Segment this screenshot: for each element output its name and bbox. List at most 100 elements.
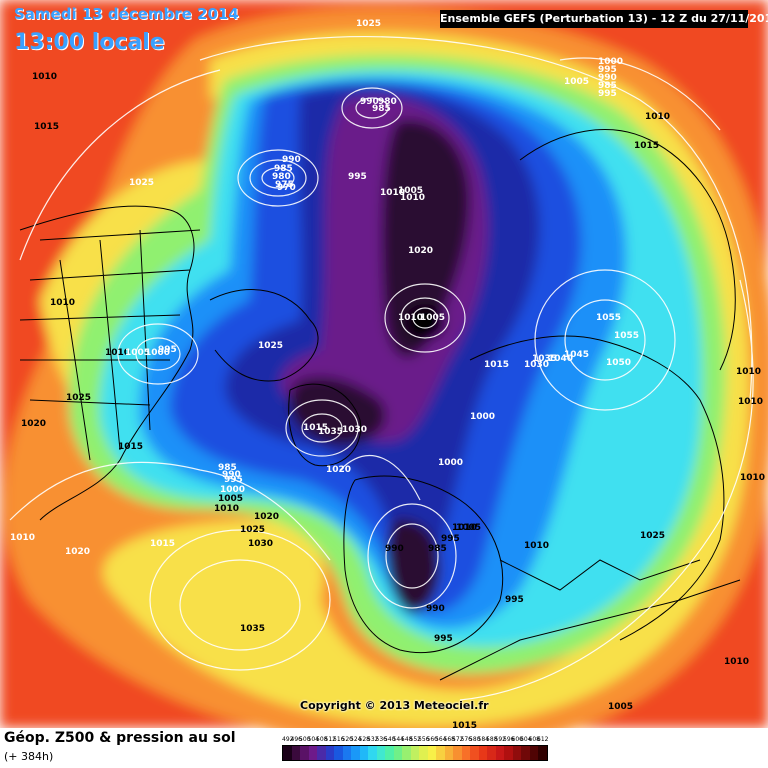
pressure-label: 990 xyxy=(360,97,379,107)
legend-bar xyxy=(282,745,548,761)
legend-swatch xyxy=(308,746,317,760)
pressure-label: 1015 xyxy=(34,122,59,132)
pressure-label: 1035 xyxy=(318,427,343,437)
legend-swatch xyxy=(359,746,368,760)
legend-swatch xyxy=(487,746,496,760)
legend-swatch xyxy=(300,746,309,760)
pressure-label: 1010 xyxy=(738,397,763,407)
legend-value: 608 xyxy=(528,736,540,743)
pressure-label: 1005 xyxy=(398,186,423,196)
pressure-label: 1015 xyxy=(484,360,509,370)
legend-value: 524 xyxy=(350,736,362,743)
pressure-label: 1000 xyxy=(470,412,495,422)
pressure-label: 1010 xyxy=(105,348,130,358)
legend-value: 496 xyxy=(290,736,302,743)
pressure-label: 1015 xyxy=(303,423,328,433)
pressure-label: 990 xyxy=(282,155,301,165)
model-run-info: Ensemble GEFS (Perturbation 13) - 12 Z d… xyxy=(440,10,768,28)
legend-swatch xyxy=(351,746,360,760)
legend-value: 520 xyxy=(341,736,353,743)
pressure-labels: 1025101010151025101010251020101510101005… xyxy=(10,19,765,728)
legend-swatch xyxy=(342,746,351,760)
legend-value: 552 xyxy=(409,736,421,743)
legend-value: 532 xyxy=(367,736,379,743)
pressure-label: 1010 xyxy=(10,533,35,543)
pressure-label: 1045 xyxy=(564,350,589,360)
legend-value: 548 xyxy=(401,736,413,743)
pressure-label: 1015 xyxy=(452,721,477,728)
pressure-label: 1020 xyxy=(326,465,351,475)
pressure-label: 1015 xyxy=(150,539,175,549)
legend-swatch xyxy=(419,746,428,760)
pressure-label: 990 xyxy=(222,470,241,480)
color-legend: 492 496 500 504 508 512 516 520 524 528 532 536 540 5… xyxy=(282,736,548,761)
pressure-label: 1005 xyxy=(420,313,445,323)
legend-value: 588 xyxy=(486,736,498,743)
legend-value: 504 xyxy=(307,736,319,743)
legend-swatch xyxy=(512,746,521,760)
legend-value: 584 xyxy=(477,736,489,743)
pressure-label: 1010 xyxy=(724,657,749,667)
pressure-label: 1010 xyxy=(740,473,765,483)
pressure-label: 1025 xyxy=(356,19,381,29)
legend-swatch xyxy=(385,746,394,760)
pressure-label: 995 xyxy=(434,634,453,644)
pressure-label: 990 xyxy=(385,544,404,554)
pressure-label: 995 xyxy=(441,534,460,544)
legend-swatch xyxy=(368,746,377,760)
legend-value: 536 xyxy=(375,736,387,743)
pressure-label: 1010 xyxy=(452,523,477,533)
legend-swatch xyxy=(317,746,326,760)
pressure-label: 1000 xyxy=(220,485,245,495)
legend-swatch xyxy=(427,746,436,760)
legend-value: 500 xyxy=(299,736,311,743)
pressure-label: 1000 xyxy=(438,458,463,468)
pressure-label: 995 xyxy=(598,65,617,75)
pressure-label: 1020 xyxy=(21,419,46,429)
legend-value: 604 xyxy=(520,736,532,743)
pressure-label: 995 xyxy=(598,89,617,99)
isobar-lines xyxy=(9,36,754,701)
pressure-label: 1005 xyxy=(218,494,243,504)
pressure-label: 995 xyxy=(348,172,367,182)
pressure-label: 1000 xyxy=(598,57,623,67)
legend-value: 492 xyxy=(282,736,294,743)
pressure-label: 1010 xyxy=(524,541,549,551)
forecast-date: Samedi 13 décembre 2014 xyxy=(14,5,239,23)
lead-time: (+ 384h) xyxy=(4,750,54,763)
legend-value: 516 xyxy=(333,736,345,743)
legend-swatch xyxy=(376,746,385,760)
pressure-label: 1010 xyxy=(214,504,239,514)
pressure-label: 1015 xyxy=(634,141,659,151)
pressure-label: 1030 xyxy=(342,425,367,435)
pressure-label: 1025 xyxy=(129,178,154,188)
pressure-label: 975 xyxy=(275,180,294,190)
pressure-label: 1010 xyxy=(736,367,761,377)
pressure-label: 1000 xyxy=(145,348,170,358)
pressure-label: 1010 xyxy=(380,188,405,198)
legend-value: 572 xyxy=(452,736,464,743)
forecast-local-time: 13:00 locale xyxy=(14,30,165,55)
legend-swatch xyxy=(504,746,513,760)
pressure-label: 995 xyxy=(158,345,177,355)
legend-swatch xyxy=(283,746,292,760)
pressure-label: 985 xyxy=(598,81,617,91)
legend-value: 528 xyxy=(358,736,370,743)
pressure-label: 1025 xyxy=(66,393,91,403)
pressure-label: 1055 xyxy=(596,313,621,323)
legend-swatch xyxy=(521,746,530,760)
legend-value: 580 xyxy=(469,736,481,743)
pressure-label: 1055 xyxy=(614,331,639,341)
legend-swatch xyxy=(453,746,462,760)
pressure-label: 1020 xyxy=(254,512,279,522)
legend-value: 576 xyxy=(460,736,472,743)
pressure-label: 1010 xyxy=(50,298,75,308)
map-title: Géop. Z500 & pression au sol xyxy=(4,730,236,746)
pressure-label: 1010 xyxy=(645,112,670,122)
pressure-label: 985 xyxy=(428,544,447,554)
legend-value: 600 xyxy=(511,736,523,743)
legend-labels: 492 496 500 504 508 512 516 520 524 528 532 536 540 5… xyxy=(282,736,548,743)
pressure-label: 1035 xyxy=(532,354,557,364)
pressure-label: 1035 xyxy=(240,624,265,634)
pressure-label: 1050 xyxy=(606,358,631,368)
